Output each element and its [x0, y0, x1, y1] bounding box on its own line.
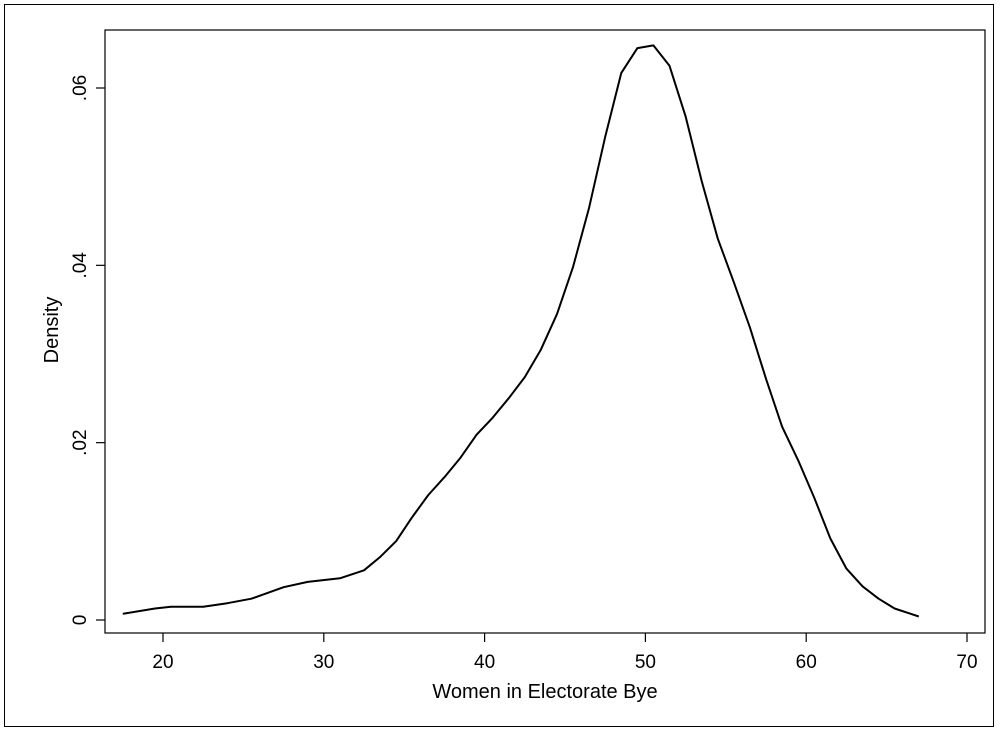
y-tick-label: .04: [70, 252, 91, 279]
y-tick-label: .06: [70, 75, 91, 101]
x-tick-label: 70: [956, 652, 977, 673]
x-axis: 20 30 40 50 60 70: [152, 633, 978, 673]
x-tick-label: 20: [152, 652, 173, 673]
x-tick-label: 50: [635, 652, 656, 673]
y-axis-title: Density: [41, 297, 63, 364]
y-tick-label: 0: [70, 615, 91, 626]
y-axis: 0 .02 .04 .06: [70, 75, 105, 626]
x-tick-label: 40: [474, 652, 495, 673]
density-line: [122, 44, 920, 618]
x-tick-label: 60: [796, 652, 817, 673]
x-axis-title: Women in Electorate Bye: [432, 681, 657, 703]
y-tick-label: .02: [70, 429, 91, 455]
x-tick-label: 30: [313, 652, 334, 673]
plot-region: [104, 29, 986, 634]
